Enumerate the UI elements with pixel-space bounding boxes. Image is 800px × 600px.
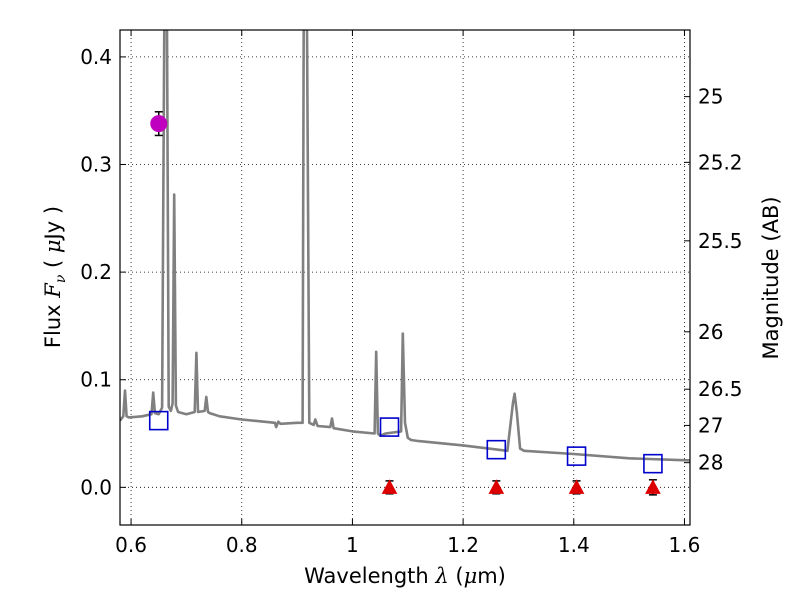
model-band-square	[566, 446, 587, 466]
upper-limit-triangle	[645, 479, 661, 494]
y-tick-label: 0.3	[80, 153, 112, 177]
x-tick-label: 1.4	[558, 533, 590, 557]
y-tick-label: 0.0	[80, 475, 112, 499]
right-tick-label: 26	[698, 320, 723, 344]
y-axis-title: Flux Fν ( μJy )	[41, 206, 69, 348]
y-tick-label: 0.2	[80, 260, 112, 284]
right-tick-label: 25	[698, 85, 723, 109]
upper-limit-triangle	[568, 479, 585, 494]
right-tick-label: 25.5	[698, 229, 743, 253]
model-band-square	[643, 453, 663, 474]
x-tick-label: 0.6	[115, 533, 147, 557]
right-axis-title: Magnitude (AB)	[759, 196, 783, 359]
sed-model-line	[120, 30, 690, 462]
axis-ticks	[120, 30, 690, 525]
upper-limit-triangle	[488, 479, 505, 494]
plot-frame	[119, 29, 691, 526]
x-tick-label: 1	[346, 533, 359, 557]
x-tick-label: 1.6	[669, 533, 701, 557]
right-tick-label: 26.5	[698, 377, 743, 401]
plot-area	[120, 30, 690, 496]
y-tick-label: 0.4	[80, 45, 112, 69]
right-tick-label: 25.2	[698, 150, 743, 174]
data-series	[120, 30, 690, 496]
grid-lines	[120, 30, 690, 525]
x-tick-label: 1.2	[447, 533, 479, 557]
x-axis-title: Wavelength λ (μm)	[304, 564, 506, 588]
model-band-square	[148, 410, 169, 431]
y-tick-label: 0.1	[80, 368, 112, 392]
right-tick-label: 27	[698, 413, 723, 437]
photometry-detection-point	[150, 115, 168, 133]
model-band-square	[379, 417, 400, 437]
upper-limit-triangle	[381, 479, 398, 494]
tick-labels: 0.6 0.8 1 1.2 1.4 1.6 0.0 0.1 0.2 0.3 0.4 25 25.2 25.…	[80, 45, 742, 557]
model-band-square	[486, 439, 507, 460]
right-tick-label: 28	[698, 451, 723, 475]
x-tick-label: 0.8	[226, 533, 258, 557]
